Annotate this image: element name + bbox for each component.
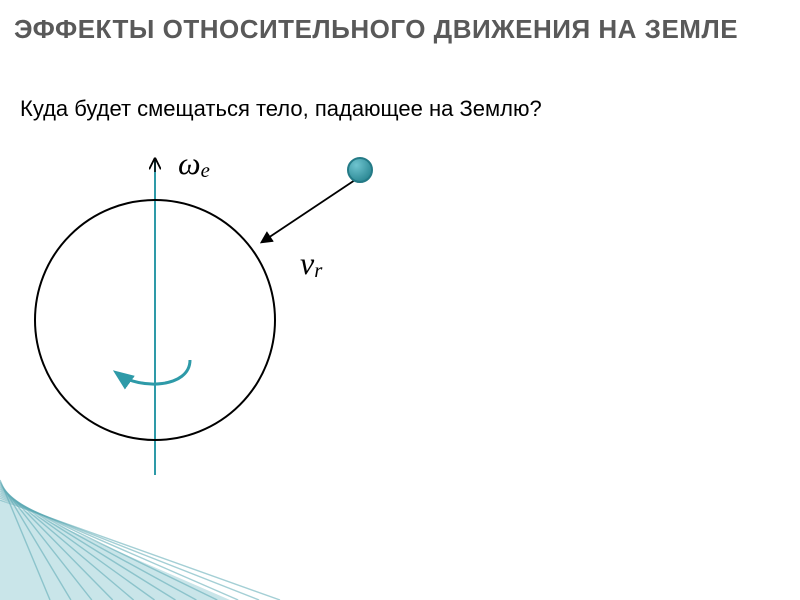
label-v-symbol: v	[300, 245, 314, 281]
physics-diagram	[0, 130, 450, 510]
slide-title: ЭФФЕКТЫ ОТНОСИТЕЛЬНОГО ДВИЖЕНИЯ НА ЗЕМЛЕ	[14, 14, 774, 45]
label-omega-symbol: ω	[178, 145, 201, 181]
corner-hatch	[0, 470, 290, 600]
label-v: vr	[300, 245, 322, 282]
velocity-arrow	[262, 180, 355, 242]
label-v-sub: r	[314, 259, 322, 282]
falling-body	[348, 158, 372, 182]
slide: ЭФФЕКТЫ ОТНОСИТЕЛЬНОГО ДВИЖЕНИЯ НА ЗЕМЛЕ…	[0, 0, 800, 600]
label-omega-sub: e	[201, 159, 210, 182]
slide-subtitle: Куда будет смещаться тело, падающее на З…	[20, 96, 542, 122]
label-omega: ωe	[178, 145, 210, 182]
